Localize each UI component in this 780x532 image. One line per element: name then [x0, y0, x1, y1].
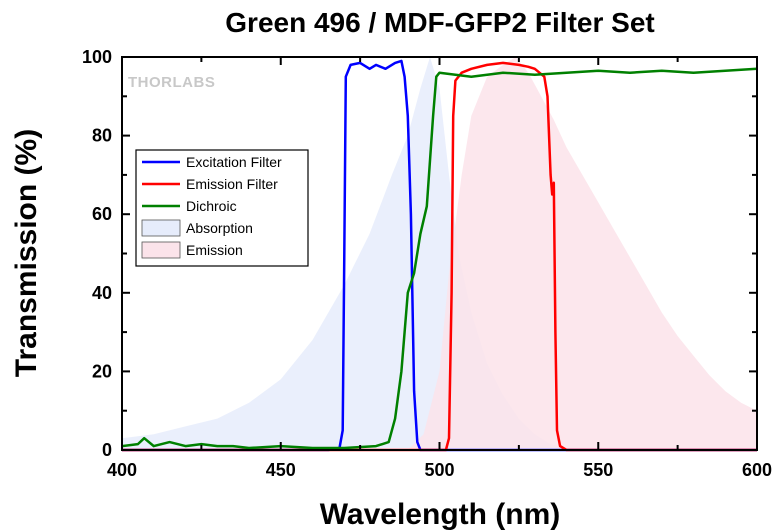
x-tick-label: 400 [107, 460, 137, 480]
x-tick-label: 500 [424, 460, 454, 480]
line-series-group [121, 59, 758, 452]
y-tick-label: 100 [82, 47, 112, 67]
legend-label-absorption: Absorption [186, 220, 253, 236]
y-tick-label: 80 [92, 126, 112, 146]
legend-label-excitation-filter: Excitation Filter [186, 154, 282, 170]
legend-swatch-absorption [141, 219, 181, 237]
x-tick-label: 450 [266, 460, 296, 480]
legend-label-emission-filter: Emission Filter [186, 176, 278, 192]
excitation-filter-line [122, 59, 757, 452]
legend-label-emission: Emission [186, 242, 243, 258]
legend-label-dichroic: Dichroic [186, 198, 237, 214]
y-tick-label: 0 [102, 440, 112, 460]
legend-swatch-emission [141, 241, 181, 259]
x-axis-label: Wavelength (nm) [320, 498, 561, 531]
y-axis-label: Transmission (%) [10, 129, 43, 377]
chart-title: Green 496 / MDF-GFP2 Filter Set [225, 7, 654, 38]
area-series-group [122, 57, 757, 450]
legend: Excitation Filter Emission Filter Dichroic… [135, 149, 309, 267]
y-axis: 0 20 40 60 80 100 [82, 47, 757, 460]
y-tick-label: 40 [92, 283, 112, 303]
x-tick-label: 550 [583, 460, 613, 480]
watermark-logo: THORLABS [128, 74, 215, 91]
emission-area [407, 57, 757, 450]
y-tick-label: 60 [92, 204, 112, 224]
y-tick-label: 20 [92, 361, 112, 381]
dichroic-line [121, 67, 758, 450]
x-tick-label: 600 [742, 460, 772, 480]
emission-filter-line [122, 61, 757, 452]
x-axis: 400 450 500 550 600 [107, 57, 772, 480]
